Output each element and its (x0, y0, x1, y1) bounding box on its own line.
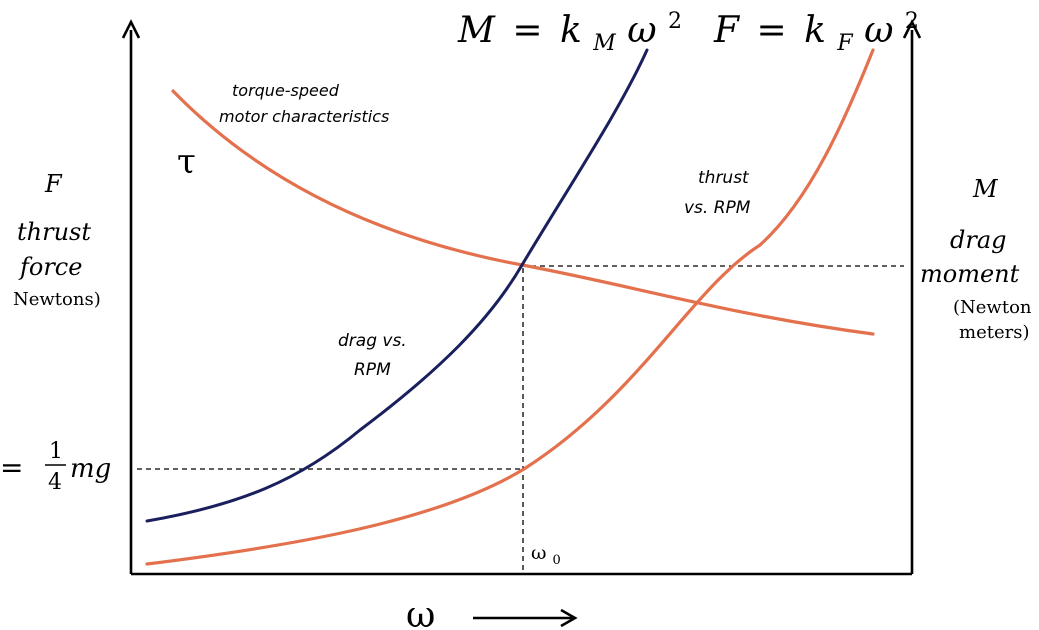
drag-label-line1: drag vs. (338, 331, 407, 351)
tau-symbol: τ (177, 142, 196, 182)
omega0-subscript: 0 (553, 553, 561, 568)
thrust-equation-eq: = (756, 10, 786, 51)
right-axis-unit-line1: (Newton (953, 297, 1032, 318)
drag-equation-k: k (560, 10, 582, 51)
guide-lines (137, 265, 904, 574)
left-y-axis-arrowhead (121, 19, 141, 39)
drag-curve (145, 48, 649, 523)
thrust-equation-exp: 2 (905, 9, 919, 34)
drag-equation-exp: 2 (668, 9, 682, 34)
thrust-curve (145, 48, 875, 566)
right-axis-line1: drag (950, 226, 1007, 254)
omega0-label: ω 0 (531, 542, 561, 568)
torque-label-line2: motor characteristics (219, 107, 389, 126)
thrust-label-line1: thrust (698, 168, 750, 188)
drag-equation-sub: M (592, 31, 616, 56)
x-axis-arrow (473, 608, 578, 628)
thrust-equation-lhs: F (713, 10, 741, 51)
left-axis-symbol: F (44, 170, 63, 198)
drag-equation-var: ω (627, 10, 656, 51)
drag-equation: M = k M ω 2 (457, 9, 682, 59)
thrust-equation-k: k (804, 10, 826, 51)
hover-thrust-eq: = (0, 451, 23, 484)
left-axis-line1: thrust (17, 218, 91, 246)
thrust-label-line2: vs. RPM (684, 198, 751, 218)
omega0-symbol: ω (531, 542, 547, 564)
right-axis-symbol: M (972, 175, 999, 203)
right-axis-unit-line2: meters) (959, 322, 1029, 343)
x-axis-omega: ω (406, 595, 435, 630)
right-axis-line2: moment (920, 260, 1020, 288)
hover-thrust-marker: = 1 4 mg (0, 439, 111, 495)
drag-equation-lhs: M (457, 10, 496, 51)
thrust-equation-sub: F (836, 31, 853, 56)
left-axis-label: F thrust force Newtons) (13, 170, 101, 310)
thrust-equation-var: ω (864, 10, 893, 51)
hover-thrust-mg: mg (70, 454, 111, 484)
left-axis-line2: force (18, 253, 82, 281)
hover-thrust-numerator: 1 (49, 439, 63, 464)
thrust-equation: F = k F ω 2 (713, 9, 919, 59)
right-y-axis-arrowhead (902, 19, 922, 39)
hover-thrust-denominator: 4 (48, 470, 62, 495)
right-axis-label: M drag moment (Newton meters) (920, 175, 1032, 343)
drag-label-line2: RPM (354, 360, 391, 380)
torque-label-line1: torque-speed (232, 81, 340, 100)
axes (121, 19, 922, 576)
drag-equation-eq: = (512, 10, 542, 51)
left-axis-unit: Newtons) (13, 289, 101, 310)
